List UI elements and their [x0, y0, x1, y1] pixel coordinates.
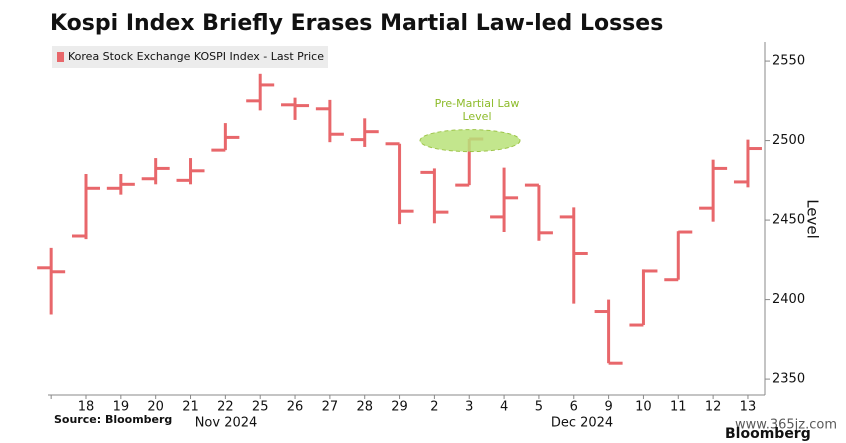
x-tick-label: 11 — [670, 400, 687, 415]
y-tick-label: 2500 — [772, 133, 805, 148]
x-tick-label: 5 — [535, 400, 543, 415]
watermark: www.365jz.com — [735, 418, 837, 433]
x-tick-label: 12 — [705, 400, 722, 415]
x-tick-label: 22 — [217, 400, 234, 415]
brand: Bloomberg — [725, 426, 811, 442]
legend-label: Korea Stock Exchange KOSPI Index - Last … — [68, 50, 324, 63]
x-tick-label: 28 — [356, 400, 373, 415]
x-tick-label: 6 — [570, 400, 578, 415]
x-tick-label: 18 — [78, 400, 95, 415]
y-tick-label: 2400 — [772, 292, 805, 307]
x-tick-label: 25 — [252, 400, 269, 415]
y-tick-label: 2550 — [772, 54, 805, 69]
annotation-text: Pre-Martial Law Level — [434, 96, 520, 123]
legend-swatch — [57, 52, 64, 62]
x-tick-label: 29 — [391, 400, 408, 415]
annotation-marker — [419, 129, 521, 153]
y-tick-label: 2350 — [772, 372, 805, 387]
x-tick-label: 4 — [500, 400, 508, 415]
legend-box — [52, 46, 328, 68]
x-tick-label: 21 — [182, 400, 199, 415]
chart-title: Kospi Index Briefly Erases Martial Law-l… — [50, 11, 663, 36]
x-tick-label: 19 — [113, 400, 130, 415]
x-tick-label: 10 — [635, 400, 652, 415]
x-tick-label: 2 — [430, 400, 438, 415]
x-tick-label: 13 — [740, 400, 757, 415]
x-tick-label: 26 — [287, 400, 304, 415]
x-tick-label: 20 — [147, 400, 164, 415]
x-tick-label: 27 — [322, 400, 339, 415]
x-tick-label: 9 — [604, 400, 612, 415]
source: Source: Bloomberg — [54, 413, 172, 426]
x-group-label: Nov 2024 — [195, 416, 258, 431]
y-tick-label: 2450 — [772, 213, 805, 228]
x-tick-label: 3 — [465, 400, 473, 415]
x-group-label: Dec 2024 — [551, 416, 613, 431]
y-axis-label: Level — [804, 199, 822, 239]
